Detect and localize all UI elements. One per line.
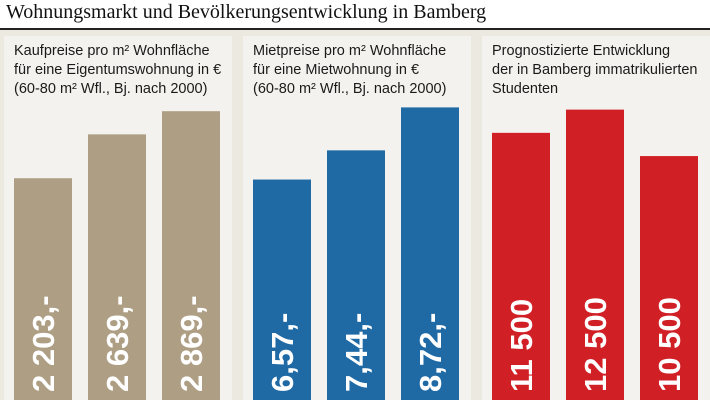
bar-value-label: 6,57,- [265, 313, 300, 392]
chart-title-line: Studenten [492, 81, 559, 97]
bar [88, 134, 146, 400]
bar [566, 109, 624, 400]
chart-panel-kaufpreise: Kaufpreise pro m² Wohnfläche für eine Ei… [4, 36, 232, 400]
bar-value-label: 11 500 [504, 299, 539, 392]
bar-chart-mietpreise: 6,57,- 7,44,- 8,72,- [253, 107, 459, 400]
bar [492, 132, 550, 400]
chart-title-line: (60-80 m² Wfl., Bj. nach 2000) [253, 81, 447, 97]
chart-title-line: (60-80 m² Wfl., Bj. nach 2000) [14, 81, 208, 97]
bar-value-label: 12 500 [578, 297, 613, 392]
chart-panel-mietpreise: Mietpreise pro m² Wohnfläche für eine Mi… [243, 36, 471, 400]
chart-title-line: der in Bamberg immatrikulierten [492, 62, 698, 78]
chart-panel-studenten: Prognostizierte Entwicklung der in Bambe… [482, 36, 710, 400]
bar [401, 107, 459, 400]
bar-value-label: 10 500 [652, 297, 687, 392]
chart-title: Kaufpreise pro m² Wohnfläche für eine Ei… [14, 42, 229, 99]
bar-chart-studenten: 11 500 12 500 10 500 [492, 109, 698, 400]
bar-value-label: 2 203,- [26, 295, 61, 392]
bar-value-label: 8,72,- [413, 313, 448, 392]
bar [640, 156, 698, 400]
chart-title-line: für eine Mietwohnung in € [253, 62, 420, 78]
bar-value-label: 2 869,- [174, 295, 209, 392]
chart-title: Mietpreise pro m² Wohnfläche für eine Mi… [253, 42, 468, 99]
bar [14, 178, 72, 400]
chart-title: Prognostizierte Entwicklung der in Bambe… [492, 42, 707, 99]
chart-title-line: Prognostizierte Entwicklung [492, 43, 671, 59]
chart-title-line: Kaufpreise pro m² Wohnfläche [14, 43, 210, 59]
header-bar: Wohnungsmarkt und Bevölkerungsentwicklun… [0, 0, 710, 30]
bar [253, 179, 311, 400]
bar [162, 111, 220, 400]
bar-value-label: 7,44,- [339, 313, 374, 392]
chart-title-line: Mietpreise pro m² Wohnfläche [253, 43, 447, 59]
chart-title-line: für eine Eigentumswohnung in € [14, 62, 222, 78]
bar [327, 150, 385, 400]
page-title: Wohnungsmarkt und Bevölkerungsentwicklun… [6, 1, 487, 23]
bar-chart-kaufpreise: 2 203,- 2 639,- 2 869,- [14, 111, 220, 400]
bar-value-label: 2 639,- [100, 295, 135, 392]
